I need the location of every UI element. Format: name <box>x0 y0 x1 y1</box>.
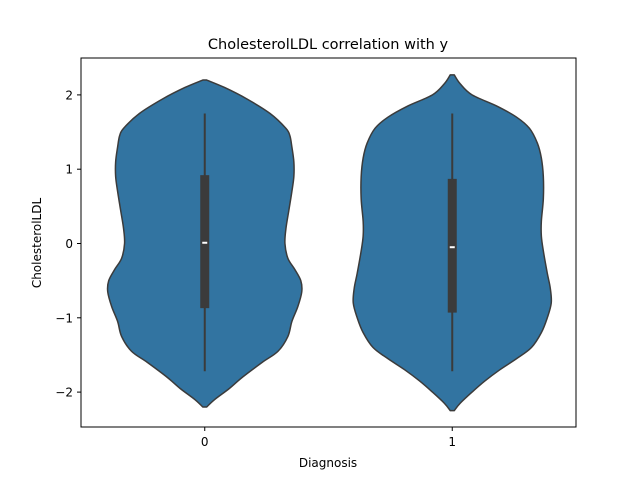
plot-frame <box>80 57 577 428</box>
x-tick-label: 1 <box>448 435 456 449</box>
y-axis: 2 1 0 −1 −2 <box>55 88 81 400</box>
x-axis-label: Diagnosis <box>299 456 357 470</box>
y-tick-label: 1 <box>65 163 73 177</box>
y-axis-label: CholesterolLDL <box>30 198 44 289</box>
chart-title: CholesterolLDL correlation with y <box>208 37 449 53</box>
x-tick-label: 0 <box>201 435 209 449</box>
y-tick-label: 2 <box>65 88 73 102</box>
y-tick-label: 0 <box>65 237 73 251</box>
y-tick-label: −1 <box>55 311 73 325</box>
boxes-layer <box>200 113 457 372</box>
y-tick-label: −2 <box>55 386 73 400</box>
violin-iqr-box-1 <box>447 178 457 313</box>
violin-iqr-box-0 <box>200 175 210 309</box>
violins-layer <box>106 74 553 412</box>
